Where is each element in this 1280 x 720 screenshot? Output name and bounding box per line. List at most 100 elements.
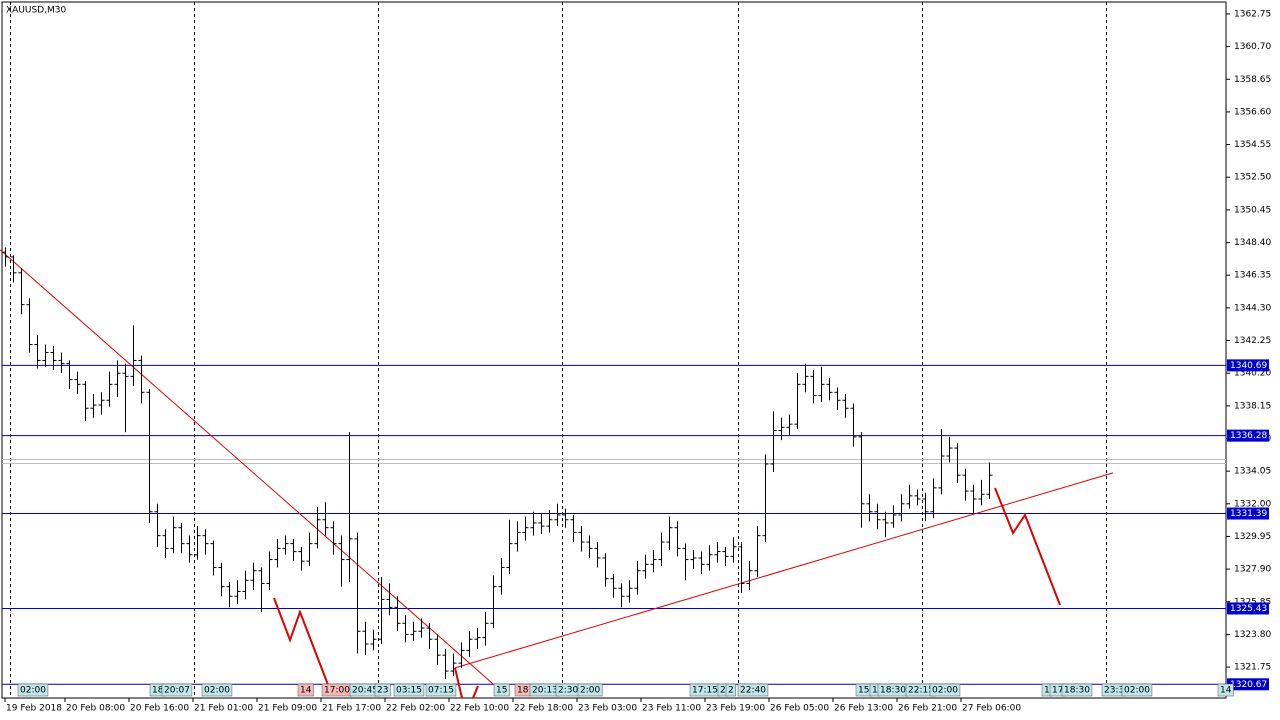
time-marker: 07:15 [428,686,454,696]
time-marker: 17:15 [692,686,718,696]
time-marker: 20:07 [164,686,190,696]
time-marker: 17 [1052,686,1063,696]
arrow-path [994,487,1061,606]
x-tick-label: 23 Feb 03:00 [578,704,637,714]
trendline [454,472,1114,669]
level-label-box [1227,507,1269,520]
time-marker: 2 [720,686,726,696]
time-marker-box [493,683,510,697]
level-label-box [1227,678,1269,691]
time-marker: 18 [517,686,529,696]
time-marker: 18:30 [880,686,906,696]
time-marker: 22:40 [740,686,766,696]
x-tick-label: 20 Feb 08:00 [66,704,125,714]
marks [0,247,1226,691]
time-marker: 1 [872,686,878,696]
y-tick-label: 1342.25 [1234,336,1271,346]
arrow-path [454,667,463,699]
y-tick-label: 1334.05 [1234,467,1271,477]
level-label: 1325.43 [1230,604,1267,614]
time-marker: 22:15 [908,686,934,696]
y-tick-label: 1344.30 [1234,303,1271,313]
y-tick-label: 1348.40 [1234,238,1271,248]
time-marker: 1 [1044,686,1050,696]
x-tick-label: 26 Feb 05:00 [770,704,829,714]
period-separators [10,2,1107,698]
y-tick-label: 1327.90 [1234,565,1271,575]
time-marker-box [577,683,603,697]
time-marker: 2:00 [580,686,600,696]
time-marker: 20:45 [352,686,378,696]
time-marker-box [1217,683,1234,697]
time-marker: 2:30 [558,686,578,696]
time-marker-box [737,683,769,697]
time-marker: 02:00 [204,686,230,696]
level-label: 1331.39 [1230,509,1267,519]
x-tick-label: 22 Feb 02:00 [386,704,445,714]
x-tick-label: 23 Feb 19:00 [706,704,765,714]
time-marker: 14 [300,686,312,696]
x-tick-label: 20 Feb 16:00 [130,704,189,714]
time-marker-box [201,683,233,697]
x-tick-label: 21 Feb 01:00 [194,704,253,714]
x-tick-label: 21 Feb 09:00 [258,704,317,714]
time-marker: 23:3 [1104,686,1124,696]
y-tick-label: 1340.20 [1234,369,1271,379]
trendline [0,249,501,691]
y-tick-label: 1325.85 [1234,597,1271,607]
level-label: 1336.28 [1230,431,1267,441]
time-marker: 18 [152,686,164,696]
time-marker-box [161,683,193,697]
y-tick-label: 1323.80 [1234,630,1271,640]
arrow-path [273,597,331,691]
y-tick-label: 1338.15 [1234,401,1271,411]
level-label-box [1227,429,1269,442]
y-tick-label: 1360.70 [1234,42,1271,52]
x-tick-label: 22 Feb 18:00 [514,704,573,714]
x-tick-label: 19 Feb 2018 [6,704,62,714]
y-tick-label: 1332.00 [1234,499,1271,509]
time-marker-box [17,683,49,697]
y-tick-label: 1346.35 [1234,271,1271,281]
time-marker: 15 [858,686,869,696]
time-marker-box [297,683,314,697]
arrow-path [472,685,479,699]
level-label: 1340.69 [1230,361,1267,371]
time-marker: 02:00 [1124,686,1150,696]
level-label-box [1227,359,1269,372]
time-marker: 15 [496,686,507,696]
time-marker-box [725,683,736,697]
time-marker: 03:15 [396,686,422,696]
x-tick-label: 22 Feb 10:00 [450,704,509,714]
time-marker-box [1121,683,1153,697]
arrows [273,487,1061,699]
time-marker-box [393,683,425,697]
time-marker-box [374,683,391,697]
time-marker: 2 [728,686,734,696]
time-marker: 02:00 [20,686,46,696]
y-tick-label: 1358.65 [1234,75,1271,85]
x-tick-label: 21 Feb 17:00 [322,704,381,714]
chart-title: XAUUSD,M30 [6,6,66,16]
time-marker: 18:30 [1064,686,1090,696]
time-marker-box [1061,683,1093,697]
y-tick-label: 1329.95 [1234,532,1271,542]
time-marker-box [929,683,961,697]
y-tick-label: 1352.50 [1234,173,1271,183]
level-label: 1320.67 [1230,680,1267,690]
y-tick-label: 1356.60 [1234,107,1271,117]
y-tick-label: 1362.75 [1234,9,1271,19]
time-marker: 17:00 [324,686,350,696]
y-tick-label: 1321.75 [1234,663,1271,673]
time-marker: 02:00 [932,686,958,696]
level-label-box [1227,602,1269,615]
y-tick-label: 1354.55 [1234,140,1271,150]
time-marker-box [425,683,457,697]
time-marker: 23 [377,686,388,696]
time-marker: 20:13 [532,686,558,696]
x-tick-label: 23 Feb 11:00 [642,704,701,714]
x-tick-label: 26 Feb 21:00 [898,704,957,714]
time-marker: 14 [1220,686,1232,696]
x-tick-label: 26 Feb 13:00 [834,704,893,714]
